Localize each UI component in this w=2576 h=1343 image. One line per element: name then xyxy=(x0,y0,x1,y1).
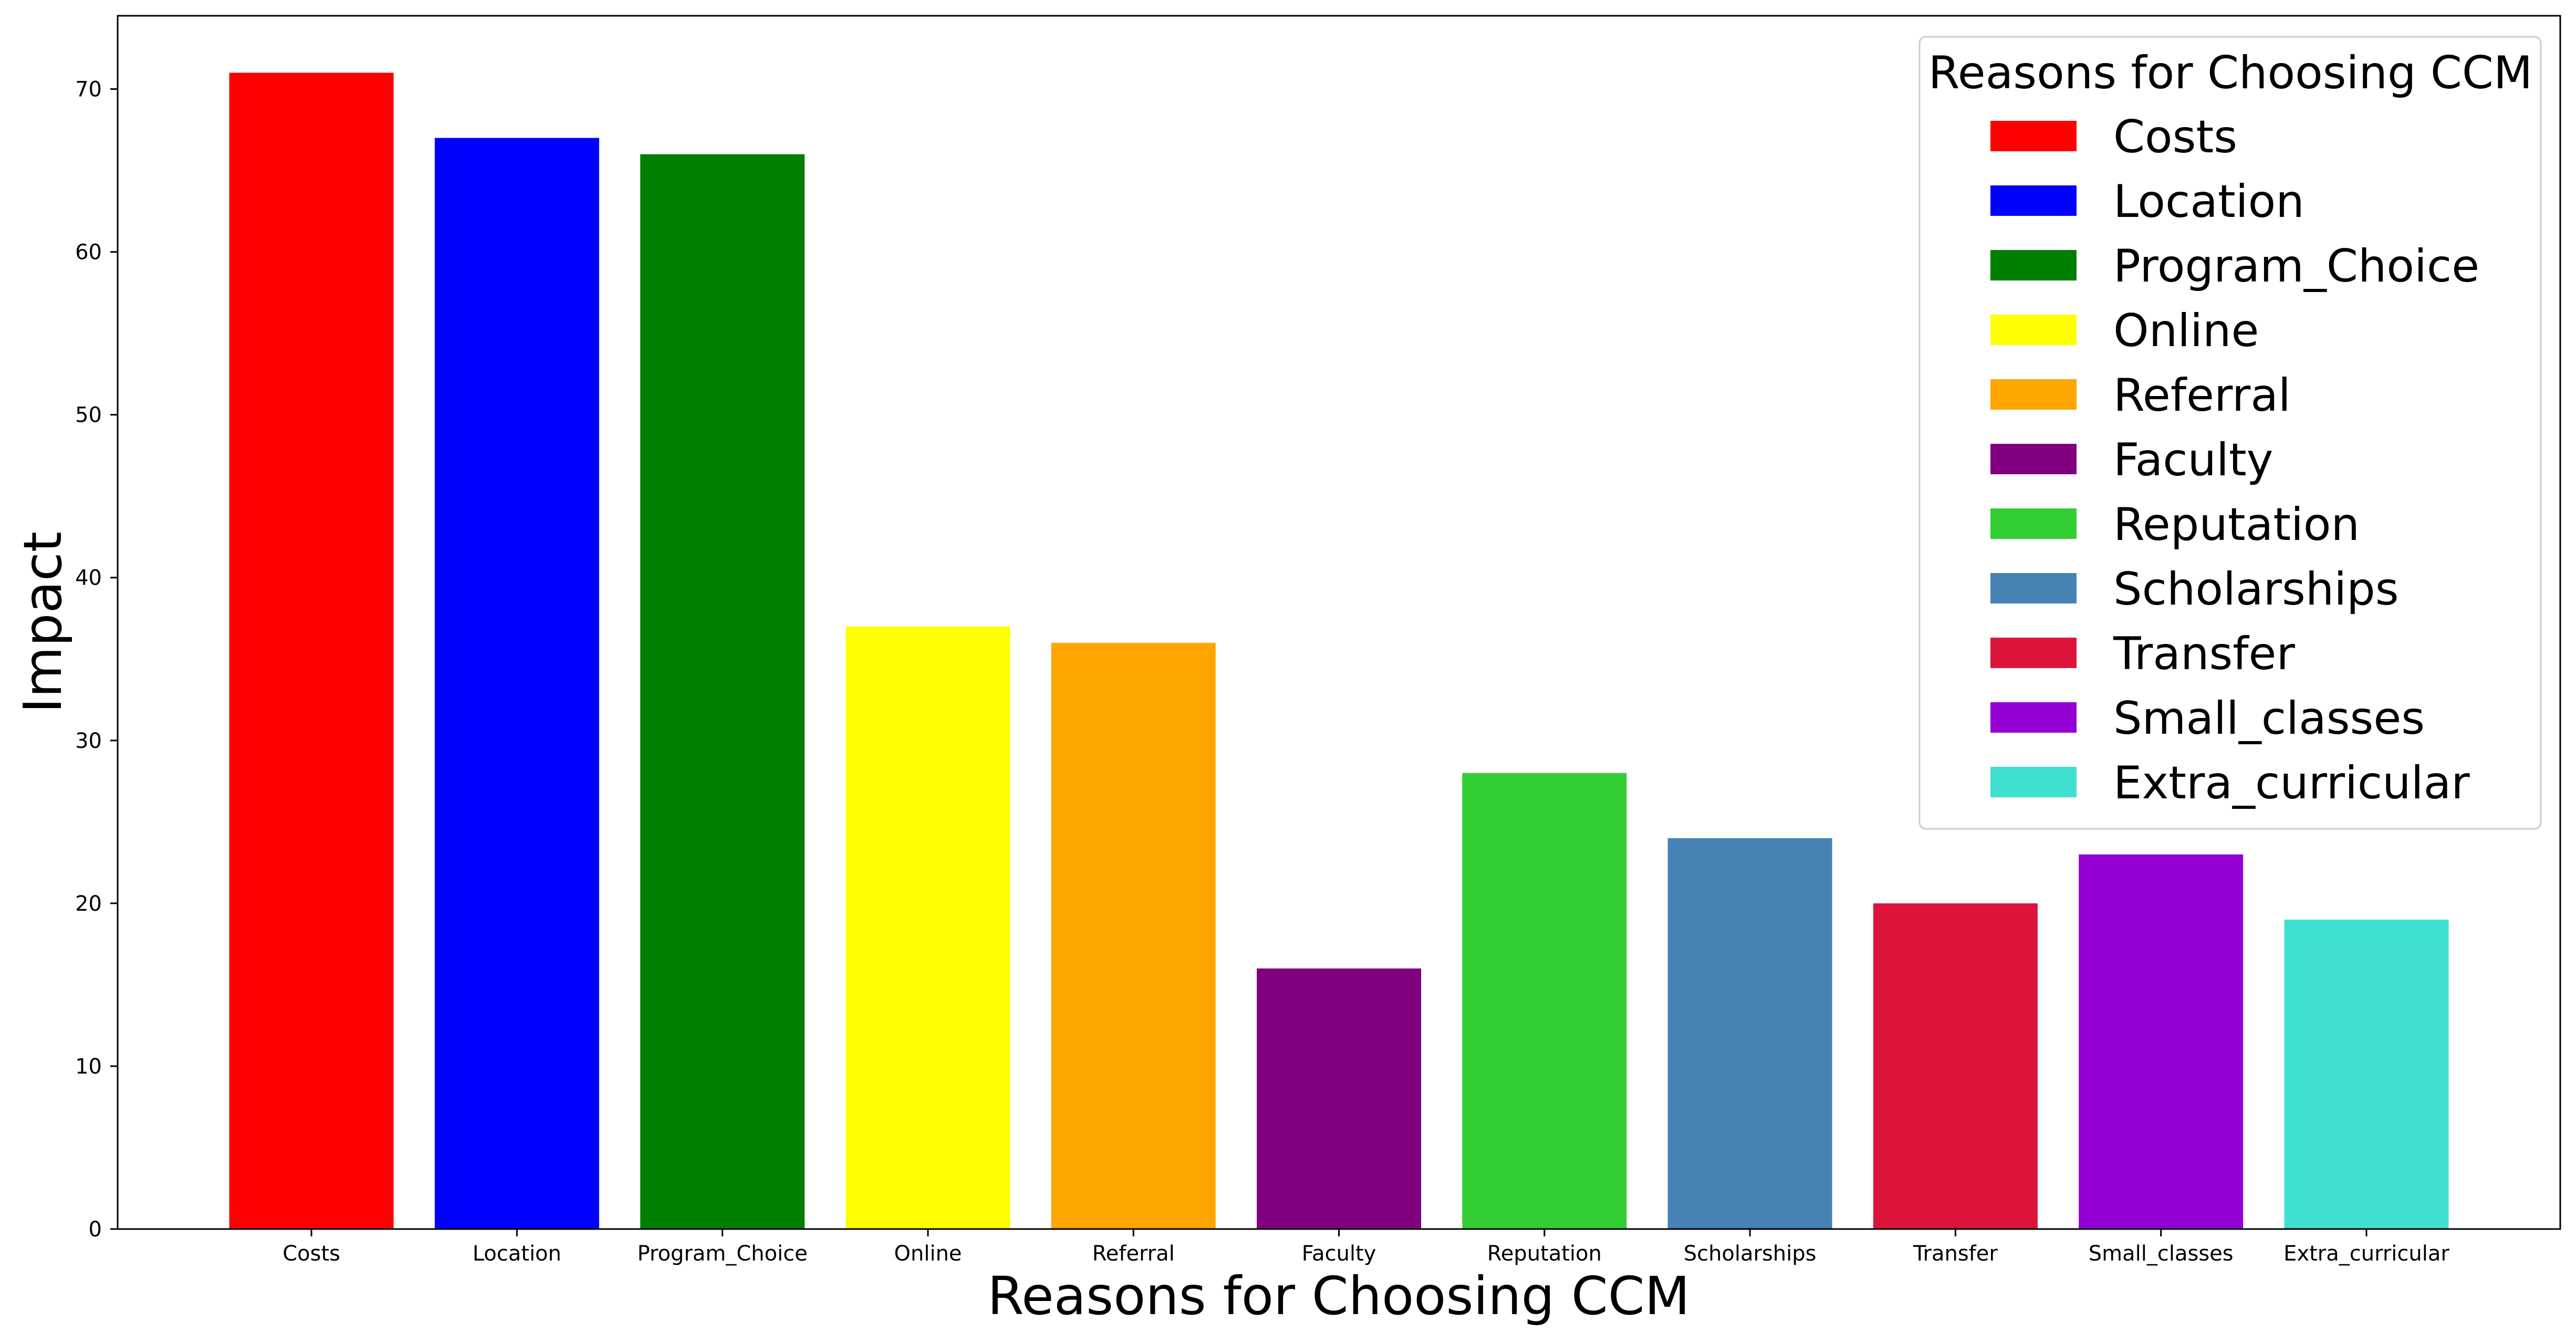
y-tick-label: 30 xyxy=(75,729,102,753)
x-axis-label: Reasons for Choosing CCM xyxy=(987,1265,1690,1327)
bars-layer xyxy=(229,72,2449,1230)
y-axis: 0 10 20 30 40 50 60 70 xyxy=(75,78,118,1242)
y-tick-label: 40 xyxy=(75,566,102,590)
legend-label: Program_Choice xyxy=(2113,240,2479,293)
legend-swatch xyxy=(1990,638,2077,668)
x-tick-label: Extra_curricular xyxy=(2283,1242,2449,1266)
y-tick-label: 10 xyxy=(75,1055,102,1079)
legend: Reasons for Choosing CCM Costs Location Pr… xyxy=(1918,36,2542,830)
bar-location xyxy=(434,138,599,1229)
legend-label: Transfer xyxy=(2113,628,2295,680)
x-tick-label: Reputation xyxy=(1487,1242,1602,1266)
legend-swatch xyxy=(1990,121,2077,151)
legend-label: Online xyxy=(2113,305,2259,357)
bar-program-choice xyxy=(640,154,805,1230)
legend-entries: Costs Location Program_Choice Online Referra… xyxy=(1990,111,2479,809)
legend-swatch xyxy=(1990,185,2077,216)
x-tick-label: Location xyxy=(473,1242,561,1266)
x-tick-label: Transfer xyxy=(1913,1242,1998,1266)
legend-frame xyxy=(1918,36,2542,830)
legend-label: Faculty xyxy=(2113,434,2273,486)
x-tick-label: Small_classes xyxy=(2089,1242,2234,1266)
legend-swatch xyxy=(1990,379,2077,410)
bar-referral xyxy=(1051,642,1216,1229)
legend-swatch xyxy=(1990,702,2077,733)
legend-label: Small_classes xyxy=(2113,692,2425,745)
bar-costs xyxy=(229,72,394,1229)
legend-label: Scholarships xyxy=(2113,563,2399,616)
legend-swatch xyxy=(1990,767,2077,797)
x-tick-label: Scholarships xyxy=(1684,1242,1817,1266)
bar-transfer xyxy=(1873,903,2038,1229)
x-tick-label: Costs xyxy=(283,1242,340,1266)
y-tick-label: 60 xyxy=(75,241,102,265)
y-axis-label: Impact xyxy=(12,532,74,713)
x-axis: Costs Location Program_Choice Online Referra… xyxy=(283,1229,2449,1266)
legend-label: Location xyxy=(2113,175,2304,228)
legend-swatch xyxy=(1990,315,2077,345)
x-tick-label: Program_Choice xyxy=(637,1242,807,1266)
legend-swatch xyxy=(1990,508,2077,539)
legend-label: Referral xyxy=(2113,369,2291,422)
legend-title: Reasons for Choosing CCM xyxy=(1928,47,2532,99)
bar-extra-curricular xyxy=(2284,919,2449,1229)
legend-label: Reputation xyxy=(2113,498,2360,551)
bar-online xyxy=(846,626,1010,1229)
x-tick-label: Faculty xyxy=(1302,1242,1376,1266)
y-tick-label: 50 xyxy=(75,403,102,428)
bar-reputation xyxy=(1462,773,1627,1229)
y-tick-label: 0 xyxy=(89,1217,102,1242)
y-tick-label: 20 xyxy=(75,892,102,916)
bar-scholarships xyxy=(1667,838,1832,1229)
legend-swatch xyxy=(1990,573,2077,603)
bar-faculty xyxy=(1257,968,1421,1229)
legend-swatch xyxy=(1990,444,2077,474)
legend-label: Costs xyxy=(2113,111,2237,163)
x-tick-label: Referral xyxy=(1092,1242,1175,1266)
x-tick-label: Online xyxy=(894,1242,962,1266)
y-tick-label: 70 xyxy=(75,78,102,102)
legend-label: Extra_curricular xyxy=(2113,757,2470,809)
legend-swatch xyxy=(1990,250,2077,280)
bar-small-classes xyxy=(2079,854,2244,1229)
